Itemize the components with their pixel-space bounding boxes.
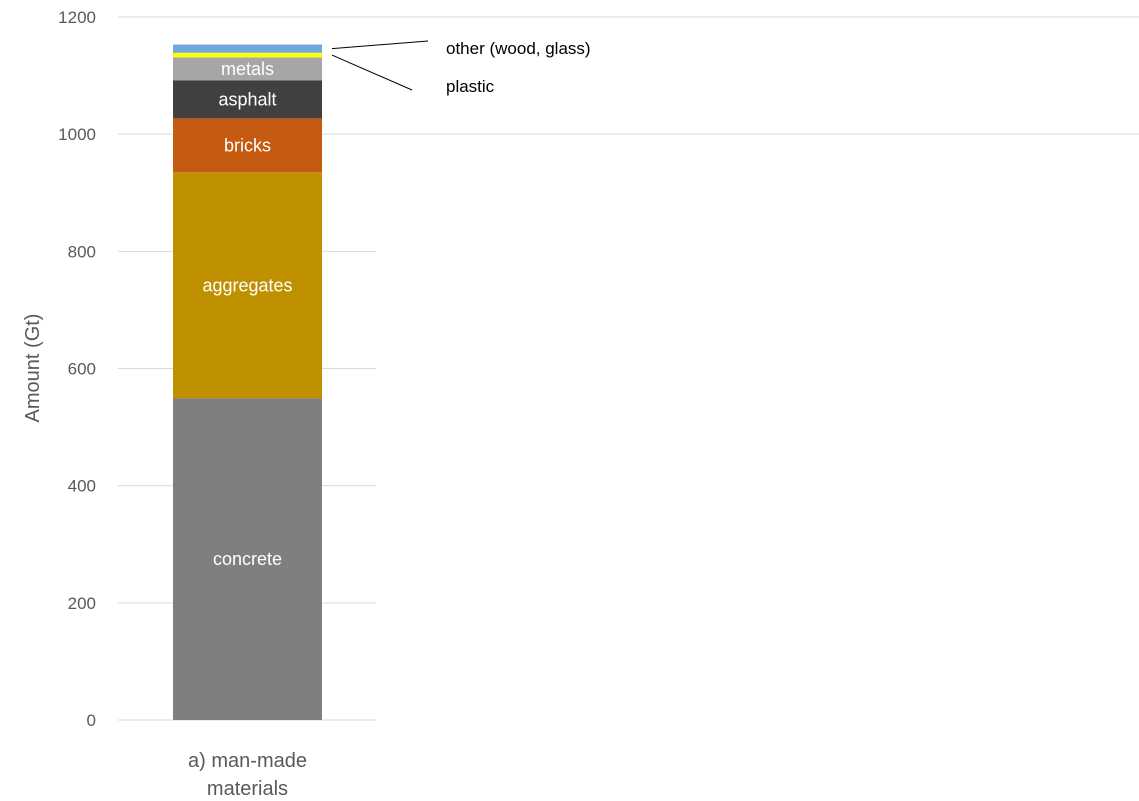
callout-leader-line	[331, 54, 413, 91]
callout-label: plastic	[446, 77, 495, 96]
callout-label: other (wood, glass)	[446, 39, 591, 58]
y-tick-label: 600	[68, 360, 96, 379]
category-label: a) man-made materials	[188, 750, 307, 800]
bar-segment-metals	[173, 57, 322, 81]
category-label-line: a) man-made	[188, 750, 307, 772]
bar-segment-asphalt	[173, 80, 322, 119]
category-label-line: materials	[207, 778, 288, 800]
bar-segment-aggregates	[173, 172, 322, 399]
y-tick-label: 800	[68, 242, 96, 261]
bar-segment-plastic	[173, 52, 322, 58]
y-tick-label: 200	[68, 594, 96, 613]
segment-label: aggregates	[202, 275, 292, 295]
y-tick-label: 1200	[58, 8, 96, 27]
y-axis-title: Amount (Gt)	[22, 314, 44, 423]
y-tick-label: 1000	[58, 125, 96, 144]
bar-segment-concrete	[173, 398, 322, 720]
bar-stack	[173, 44, 322, 720]
bar-segment-other	[173, 44, 322, 53]
segment-label: metals	[221, 59, 274, 79]
callout-leader-line	[331, 40, 429, 50]
y-tick-label: 0	[87, 711, 96, 730]
segment-label: asphalt	[218, 89, 276, 109]
y-axis-ticks: 0 200 400 600 800 1000 1200	[58, 8, 96, 730]
segment-labels: concrete aggregates bricks asphalt metals	[202, 59, 292, 569]
callouts: plastic other (wood, glass)	[331, 39, 591, 96]
bar-segment-bricks	[173, 118, 322, 173]
segment-label: bricks	[224, 135, 271, 155]
segment-label: concrete	[213, 549, 282, 569]
y-tick-label: 400	[68, 477, 96, 496]
